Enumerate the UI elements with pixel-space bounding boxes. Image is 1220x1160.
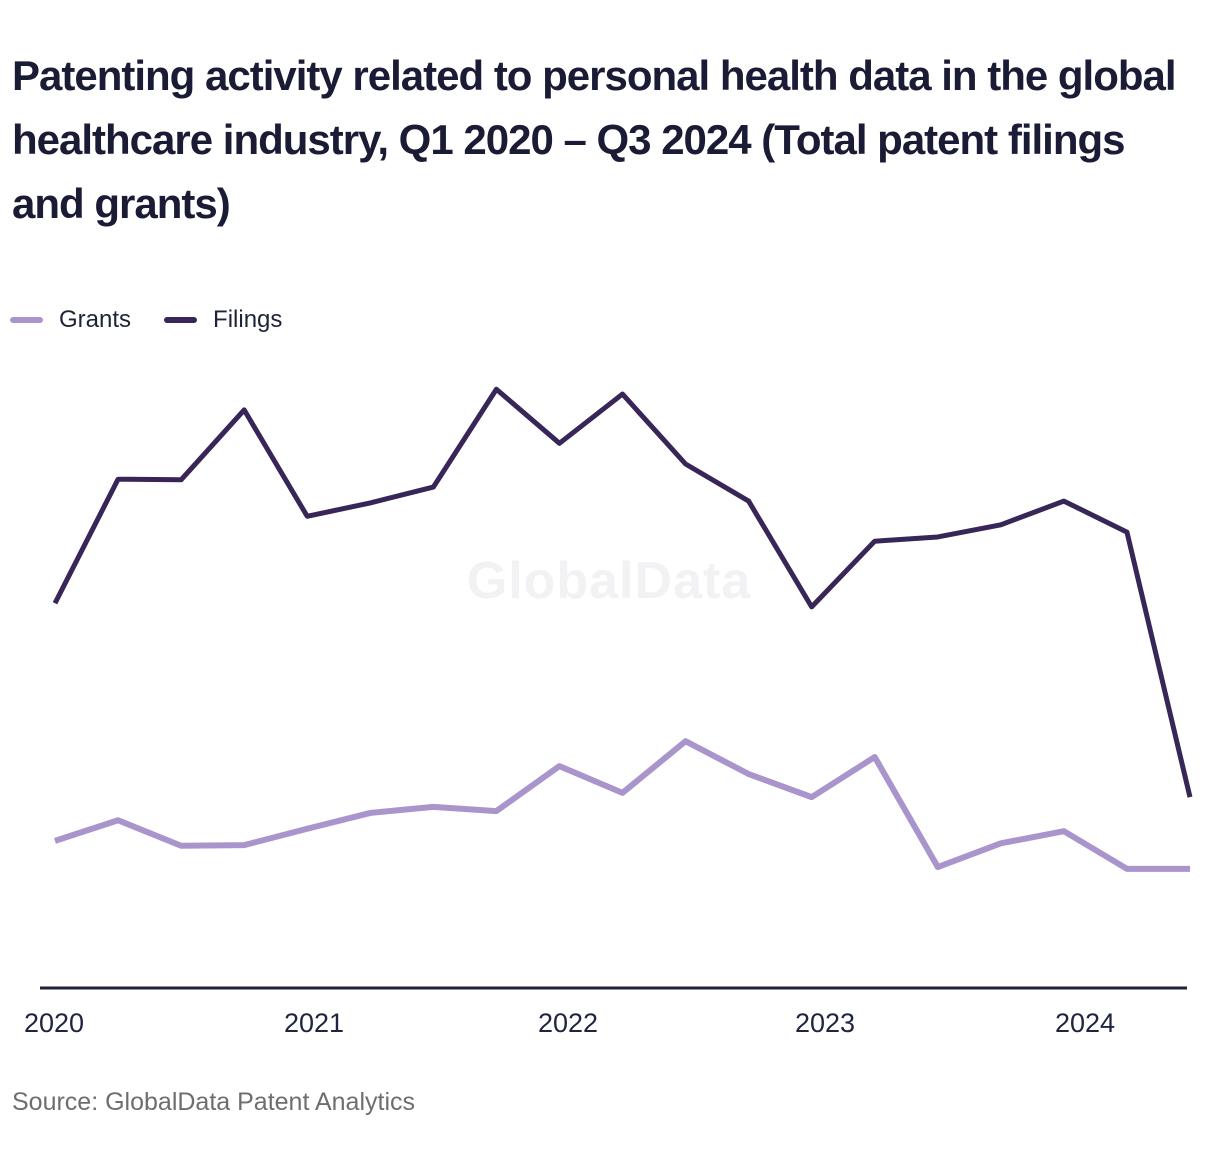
x-tick-label-2021: 2021 bbox=[284, 1008, 344, 1038]
series-line-grants[interactable] bbox=[54, 738, 1190, 872]
legend-item-filings[interactable]: Filings bbox=[164, 306, 282, 334]
chart-title: Patenting activity related to personal h… bbox=[12, 52, 1177, 227]
line-chart: GlobalData 2020 2021 2022 2023 2024 bbox=[24, 386, 1193, 1038]
series-line-filings[interactable] bbox=[52, 386, 1193, 798]
legend-label-filings: Filings bbox=[213, 306, 283, 333]
legend-item-grants[interactable]: Grants bbox=[10, 306, 131, 334]
legend-label-grants: Grants bbox=[59, 306, 132, 333]
grants-line-swatch bbox=[10, 317, 43, 323]
source-note: Source: GlobalData Patent Analytics bbox=[12, 1088, 416, 1116]
legend: Grants Filings bbox=[10, 306, 282, 334]
x-tick-label-2020: 2020 bbox=[24, 1008, 84, 1038]
filings-line-swatch bbox=[164, 317, 198, 323]
x-tick-label-2022: 2022 bbox=[538, 1008, 598, 1038]
globaldata-watermark: GlobalData bbox=[467, 552, 752, 610]
x-tick-label-2023: 2023 bbox=[795, 1008, 855, 1038]
x-tick-label-2024: 2024 bbox=[1055, 1008, 1115, 1038]
